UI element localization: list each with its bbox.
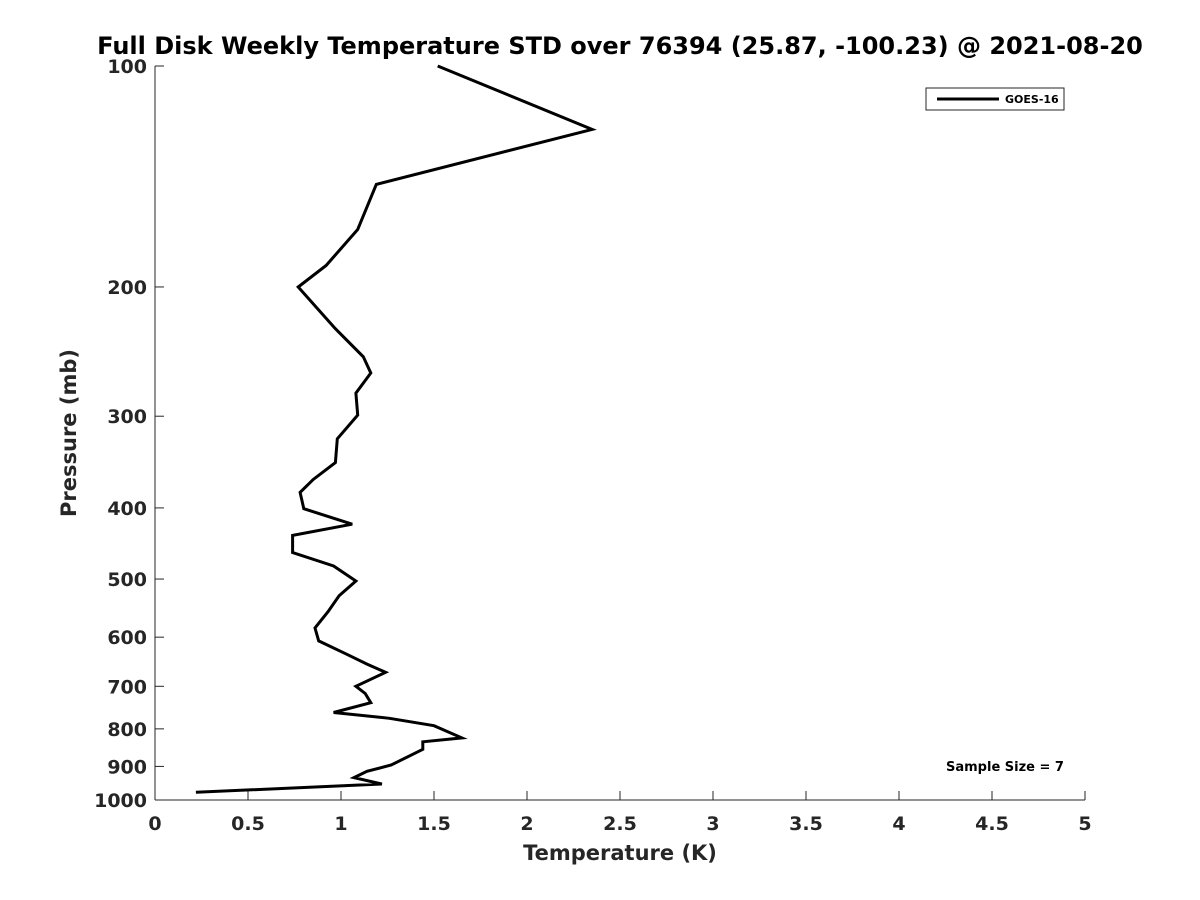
x-axis-label: Temperature (K) [523, 841, 717, 865]
sample-size-annotation: Sample Size = 7 [946, 760, 1064, 775]
x-tick-label: 0.5 [231, 813, 265, 835]
x-tick-label: 0 [148, 813, 161, 835]
x-tick-label: 1.5 [417, 813, 451, 835]
series-layer [195, 64, 597, 794]
y-tick-label: 100 [107, 56, 147, 78]
y-tick-label: 800 [107, 719, 147, 741]
x-tick-label: 2 [520, 813, 533, 835]
x-tick-label: 3.5 [789, 813, 823, 835]
legend-label-goes-16: GOES-16 [1005, 93, 1059, 106]
x-tick-label: 3 [706, 813, 719, 835]
y-tick-label: 1000 [94, 790, 147, 812]
y-tick-label: 600 [107, 627, 147, 649]
y-tick-label: 200 [107, 277, 147, 299]
y-tick-label: 500 [107, 569, 147, 591]
y-tick-label: 900 [107, 756, 147, 778]
y-ticks: 100 200 300 400 500 600 700 800 900 1000 [94, 56, 164, 812]
legend: GOES-16 [925, 87, 1065, 111]
y-tick-label: 400 [107, 498, 147, 520]
chart-title: Full Disk Weekly Temperature STD over 76… [97, 32, 1143, 60]
x-tick-label: 2.5 [603, 813, 637, 835]
x-ticks: 0 0.5 1 1.5 2 2.5 3 3.5 4 4.5 5 [148, 791, 1092, 835]
series-line-goes-16 [195, 64, 597, 794]
x-tick-label: 1 [334, 813, 347, 835]
y-axis-label: Pressure (mb) [57, 349, 81, 517]
y-tick-label: 700 [107, 676, 147, 698]
x-tick-label: 4 [892, 813, 905, 835]
x-tick-label: 5 [1078, 813, 1091, 835]
y-tick-label: 300 [107, 406, 147, 428]
x-tick-label: 4.5 [975, 813, 1009, 835]
